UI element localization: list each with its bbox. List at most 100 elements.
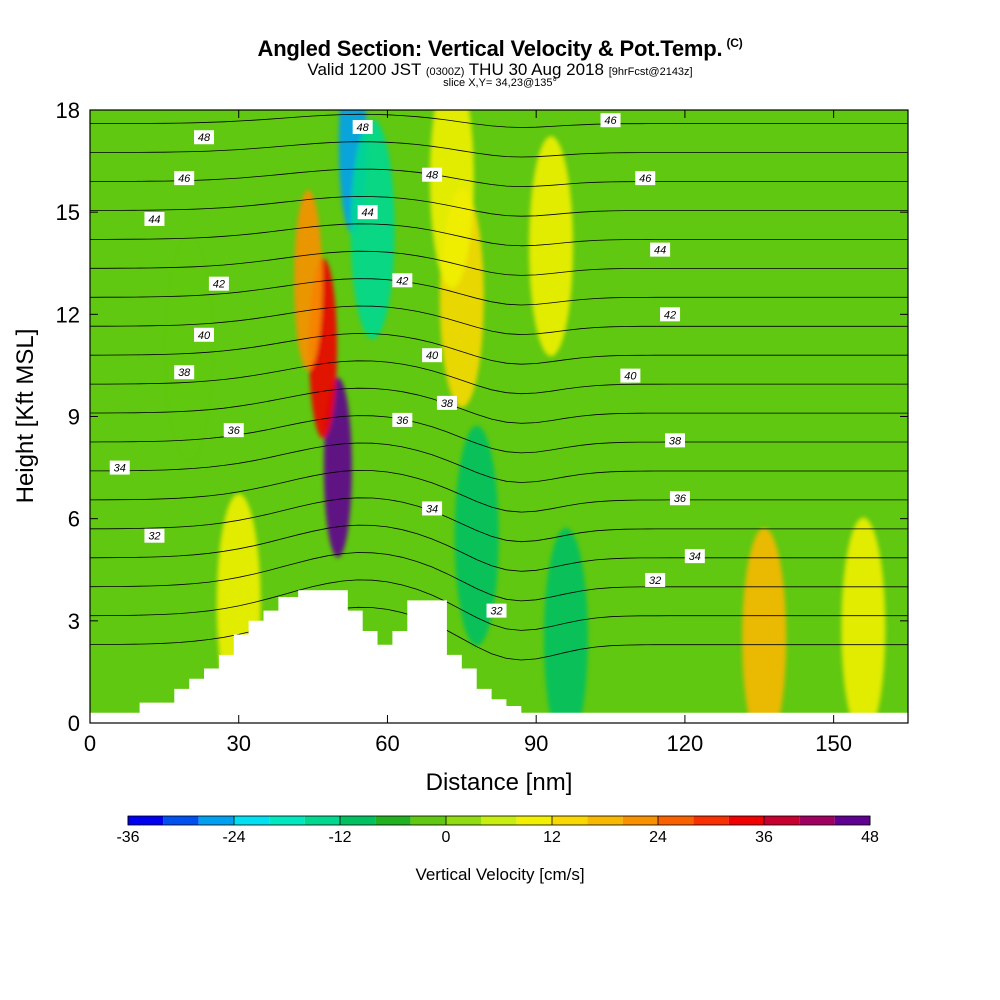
contour-label: 42 bbox=[660, 307, 681, 322]
colorbar-tick-label: -12 bbox=[328, 829, 352, 846]
theta-contour bbox=[90, 387, 908, 424]
contour-label: 44 bbox=[650, 242, 671, 257]
contour-label: 46 bbox=[174, 171, 195, 186]
theta-contour bbox=[90, 113, 908, 128]
y-tick-label: 3 bbox=[68, 609, 80, 634]
colorbar-swatch bbox=[587, 816, 623, 825]
contour-label: 38 bbox=[436, 395, 457, 410]
velocity-cell-7 bbox=[529, 136, 574, 357]
svg-text:46: 46 bbox=[178, 173, 191, 185]
colorbar-swatch bbox=[340, 816, 376, 825]
contour-label: 42 bbox=[392, 273, 413, 288]
contour-label: 40 bbox=[194, 327, 215, 342]
contour-label: 38 bbox=[174, 365, 195, 380]
colorbar-swatch bbox=[622, 816, 658, 825]
svg-text:44: 44 bbox=[148, 214, 160, 226]
contour-label: 34 bbox=[684, 549, 705, 564]
velocity-cell-11 bbox=[543, 527, 588, 723]
svg-text:40: 40 bbox=[624, 371, 637, 383]
theta-contour bbox=[90, 223, 908, 247]
contour-label: 46 bbox=[635, 171, 656, 186]
svg-text:36: 36 bbox=[396, 415, 409, 427]
velocity-cell-9 bbox=[841, 517, 886, 723]
colorbar-swatch bbox=[481, 816, 517, 825]
velocity-cell-4 bbox=[350, 119, 395, 340]
colorbar-swatch bbox=[693, 816, 729, 825]
colorbar-tick-label: 0 bbox=[441, 829, 451, 846]
colorbar-tick-label: -36 bbox=[116, 829, 140, 846]
theta-contour bbox=[90, 497, 908, 543]
theta-contour bbox=[90, 141, 908, 158]
svg-text:38: 38 bbox=[669, 435, 682, 447]
svg-text:32: 32 bbox=[490, 606, 502, 618]
contour-label: 36 bbox=[669, 491, 690, 506]
x-tick-label: 60 bbox=[375, 731, 399, 756]
contour-label: 38 bbox=[664, 433, 685, 448]
svg-text:32: 32 bbox=[649, 575, 661, 587]
svg-text:42: 42 bbox=[396, 275, 408, 287]
velocity-cell-10 bbox=[454, 425, 499, 646]
velocity-field bbox=[90, 110, 908, 723]
x-tick-label: 30 bbox=[226, 731, 250, 756]
contour-label: 32 bbox=[486, 603, 507, 618]
svg-text:46: 46 bbox=[604, 115, 617, 127]
svg-text:34: 34 bbox=[426, 503, 438, 515]
svg-text:38: 38 bbox=[441, 398, 454, 410]
velocity-cell-12 bbox=[167, 238, 212, 459]
chart-subtitle: Valid 1200 JST (0300Z) THU 30 Aug 2018 [… bbox=[307, 60, 693, 79]
chart-title: Angled Section: Vertical Velocity & Pot.… bbox=[257, 36, 743, 61]
colorbar-swatch bbox=[375, 816, 411, 825]
colorbar-swatch bbox=[799, 816, 835, 825]
theta-contour bbox=[90, 250, 908, 276]
slice-info: slice X,Y= 34,23@135° bbox=[443, 77, 557, 89]
svg-text:34: 34 bbox=[689, 551, 701, 563]
velocity-cell-6 bbox=[429, 110, 474, 289]
theta-contour bbox=[90, 168, 908, 188]
contour-label: 34 bbox=[422, 501, 443, 516]
svg-text:46: 46 bbox=[639, 173, 652, 185]
colorbar-swatch bbox=[552, 816, 588, 825]
theta-contour bbox=[90, 442, 908, 483]
x-tick-label: 0 bbox=[84, 731, 96, 756]
contour-label: 44 bbox=[144, 211, 165, 226]
colorbar-swatch bbox=[446, 816, 482, 825]
x-tick-label: 90 bbox=[524, 731, 548, 756]
y-tick-label: 15 bbox=[56, 200, 80, 225]
contour-label: 32 bbox=[645, 572, 666, 587]
svg-text:42: 42 bbox=[213, 279, 225, 291]
colorbar-swatch bbox=[128, 816, 164, 825]
colorbar bbox=[127, 815, 871, 826]
contour-label: 46 bbox=[600, 113, 621, 128]
contour-label: 36 bbox=[392, 412, 413, 427]
contour-label: 42 bbox=[208, 276, 229, 291]
theta-contour bbox=[90, 552, 908, 602]
colorbar-tick-label: -24 bbox=[222, 829, 246, 846]
theta-contour bbox=[90, 305, 908, 336]
theta-contour bbox=[90, 360, 908, 395]
colorbar-swatch bbox=[269, 816, 305, 825]
theta-contour bbox=[90, 579, 908, 631]
svg-text:40: 40 bbox=[426, 350, 439, 362]
colorbar-swatch bbox=[728, 816, 764, 825]
colorbar-tick-label: 24 bbox=[649, 829, 667, 846]
y-tick-label: 0 bbox=[68, 711, 80, 736]
colorbar-swatch bbox=[834, 816, 870, 825]
theta-contours bbox=[90, 113, 908, 661]
x-axis-label: Distance [nm] bbox=[426, 769, 573, 796]
colorbar-tick-label: 48 bbox=[861, 829, 879, 846]
colorbar-swatch bbox=[410, 816, 446, 825]
svg-text:36: 36 bbox=[228, 425, 241, 437]
colorbar-tick-label: 36 bbox=[755, 829, 773, 846]
colorbar-swatch bbox=[304, 816, 340, 825]
contour-labels: 48 46 44 42 40 38 36 34 32 48 44 48 42 40 38 36 34 32 46 46… bbox=[109, 113, 705, 618]
svg-text:44: 44 bbox=[361, 207, 373, 219]
terrain-mask bbox=[90, 590, 908, 724]
contour-label: 44 bbox=[357, 205, 378, 220]
colorbar-title: Vertical Velocity [cm/s] bbox=[415, 865, 585, 884]
colorbar-swatch bbox=[163, 816, 199, 825]
svg-text:44: 44 bbox=[654, 245, 666, 257]
velocity-cell-8 bbox=[742, 527, 787, 723]
colorbar-swatch bbox=[764, 816, 800, 825]
y-tick-label: 18 bbox=[56, 98, 80, 123]
